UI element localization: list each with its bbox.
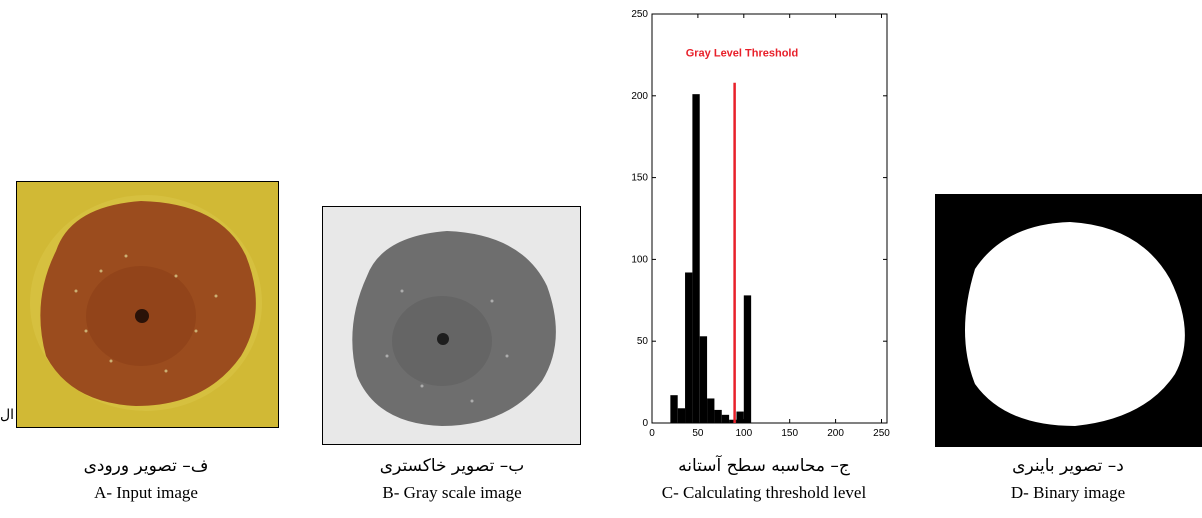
threshold-annotation: Gray Level Threshold bbox=[686, 48, 798, 60]
caption-fa-gray: ب– تصویر خاکستری bbox=[379, 456, 525, 476]
binary-image-panel bbox=[935, 194, 1202, 447]
binary-image bbox=[935, 194, 1202, 447]
x-tick-label: 50 bbox=[692, 428, 704, 439]
x-tick-label: 100 bbox=[735, 428, 752, 439]
histogram-bar bbox=[677, 408, 686, 423]
caption-en-input: A- Input image bbox=[94, 483, 198, 502]
histogram-bar bbox=[729, 419, 737, 423]
x-tick-label: 200 bbox=[827, 428, 844, 439]
gray-image bbox=[321, 205, 582, 446]
caption-en-histogram: C- Calculating threshold level bbox=[661, 483, 867, 502]
x-tick-label: 150 bbox=[781, 428, 798, 439]
y-tick-label: 50 bbox=[637, 336, 649, 347]
y-tick-label: 100 bbox=[631, 254, 648, 265]
caption-en-gray: B- Gray scale image bbox=[382, 483, 522, 502]
x-tick-label: 250 bbox=[873, 428, 890, 439]
histogram-bar bbox=[692, 94, 700, 423]
histogram-bar bbox=[707, 398, 715, 423]
gray-image-panel bbox=[321, 205, 582, 446]
y-tick-label: 0 bbox=[642, 418, 648, 429]
input-image-panel bbox=[15, 180, 280, 429]
caption-fa-input: ف– تصویر ورودی bbox=[83, 456, 209, 476]
histogram-bar bbox=[699, 336, 708, 423]
caption-fa-histogram: ج– محاسبه سطح آستانه bbox=[678, 456, 850, 476]
histogram-bar bbox=[736, 411, 744, 423]
histogram-panel: 0 50 100 150 200 250 0 50 100 150 200 250 Gray Leve… bbox=[610, 6, 900, 446]
histogram-bar bbox=[721, 414, 730, 423]
input-image bbox=[15, 180, 280, 429]
y-tick-label: 250 bbox=[631, 9, 648, 20]
histogram-bar bbox=[714, 409, 722, 423]
histogram-bar bbox=[685, 272, 693, 423]
histogram-chart: 0 50 100 150 200 250 0 50 100 150 200 250 Gray Leve… bbox=[631, 9, 890, 439]
y-tick-label: 150 bbox=[631, 173, 648, 184]
caption-fa-binary: د– تصویر باینری bbox=[1012, 456, 1124, 476]
stray-text: ال bbox=[0, 407, 15, 423]
y-tick-label: 200 bbox=[631, 91, 648, 102]
x-tick-label: 0 bbox=[649, 428, 655, 439]
histogram-bar bbox=[743, 295, 752, 423]
caption-en-binary: D- Binary image bbox=[1010, 483, 1126, 502]
histogram-bar bbox=[670, 395, 678, 423]
